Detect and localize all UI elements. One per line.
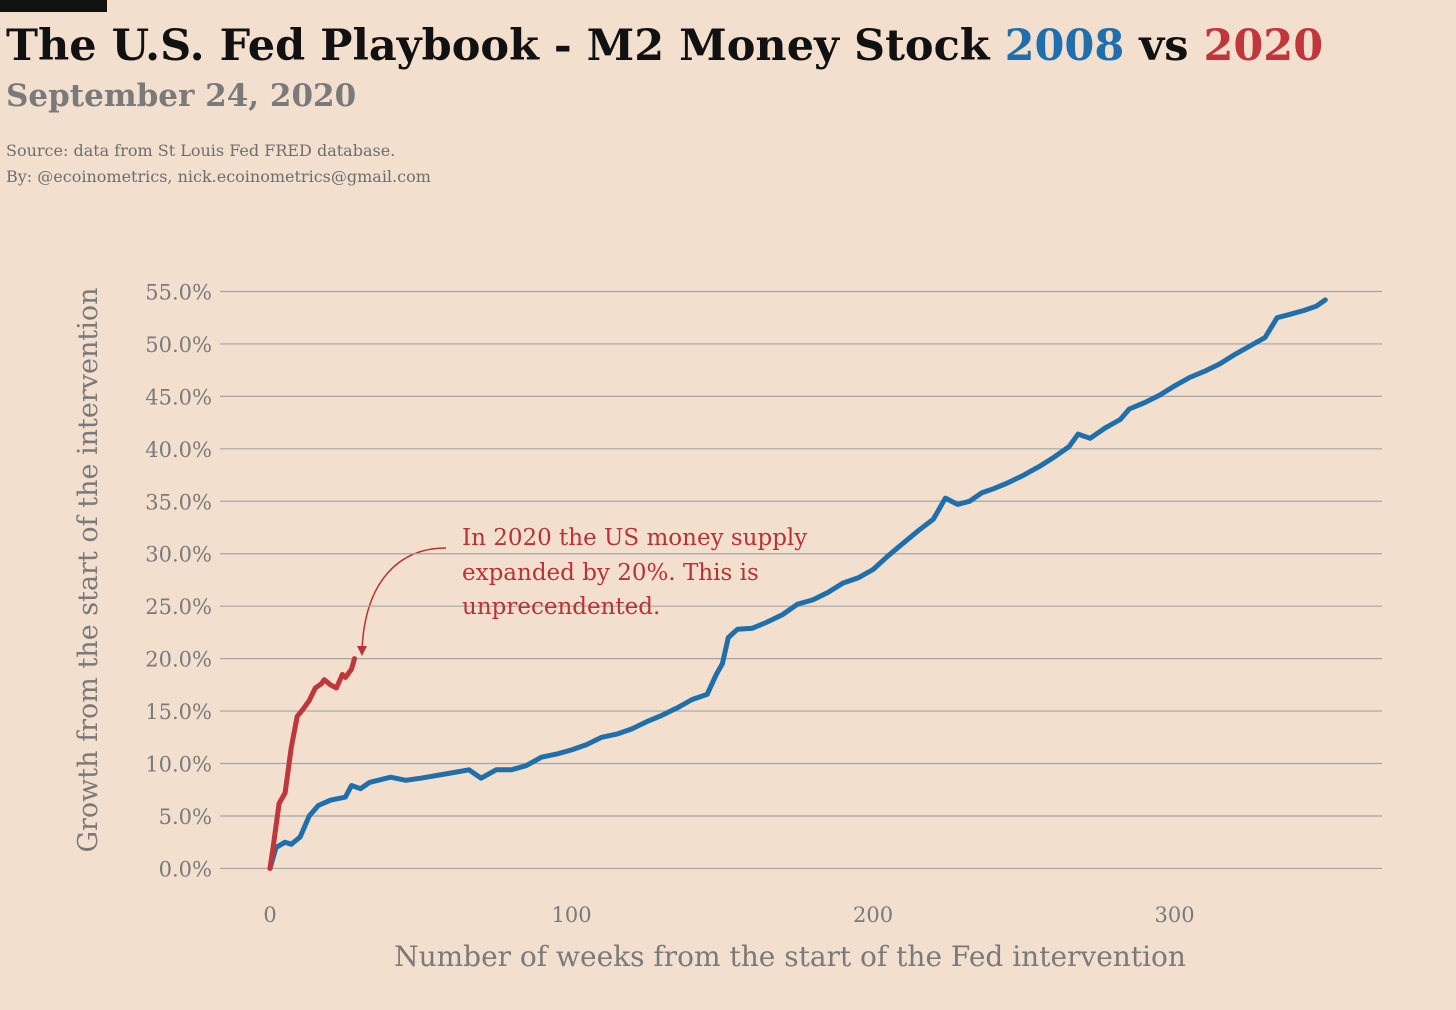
y-tick-label: 5.0% <box>159 805 212 829</box>
y-tick-label: 0.0% <box>159 857 212 881</box>
x-tick-label: 200 <box>853 903 893 927</box>
source-line: Source: data from St Louis Fed FRED data… <box>6 141 395 160</box>
x-axis-label: Number of weeks from the start of the Fe… <box>394 940 1186 973</box>
line-series <box>267 656 357 871</box>
y-tick-label: 40.0% <box>145 438 212 462</box>
annotation: In 2020 the US money supply expanded by … <box>462 525 807 620</box>
y-tick-label: 25.0% <box>145 595 212 619</box>
y-tick-label: 15.0% <box>145 700 212 724</box>
source-line: By: @ecoinometrics, nick.ecoinometrics@g… <box>6 167 431 186</box>
y-tick-label: 55.0% <box>145 280 212 304</box>
y-tick-label: 10.0% <box>145 753 212 777</box>
annotation-line: unprecendented. <box>462 594 660 620</box>
line-series <box>267 297 1328 871</box>
title-text: The U.S. Fed Playbook - M2 Money Stock <box>6 21 991 71</box>
y-tick-label: 50.0% <box>145 333 212 357</box>
y-axis-label: Growth from the start of the interventio… <box>73 287 104 852</box>
annotation-arrow <box>361 547 447 651</box>
y-tick-label: 30.0% <box>145 543 212 567</box>
y-tick-label: 45.0% <box>145 385 212 409</box>
header-bar <box>0 0 107 12</box>
title-series-2008: 2008 <box>1005 21 1125 71</box>
title-joiner: vs <box>1138 21 1188 71</box>
subtitle: September 24, 2020 <box>6 78 356 114</box>
annotation-line: expanded by 20%. This is <box>462 560 759 586</box>
y-tick-label: 20.0% <box>145 648 212 672</box>
annotation-arrowhead <box>357 646 367 656</box>
annotation-line: In 2020 the US money supply <box>462 525 807 551</box>
x-tick-label: 0 <box>263 903 276 927</box>
y-tick-label: 35.0% <box>145 490 212 514</box>
x-tick-label: 300 <box>1155 903 1195 927</box>
title-series-2020: 2020 <box>1203 21 1323 71</box>
chart-title: The U.S. Fed Playbook - M2 Money Stock 2… <box>6 21 1323 71</box>
x-tick-label: 100 <box>552 903 592 927</box>
